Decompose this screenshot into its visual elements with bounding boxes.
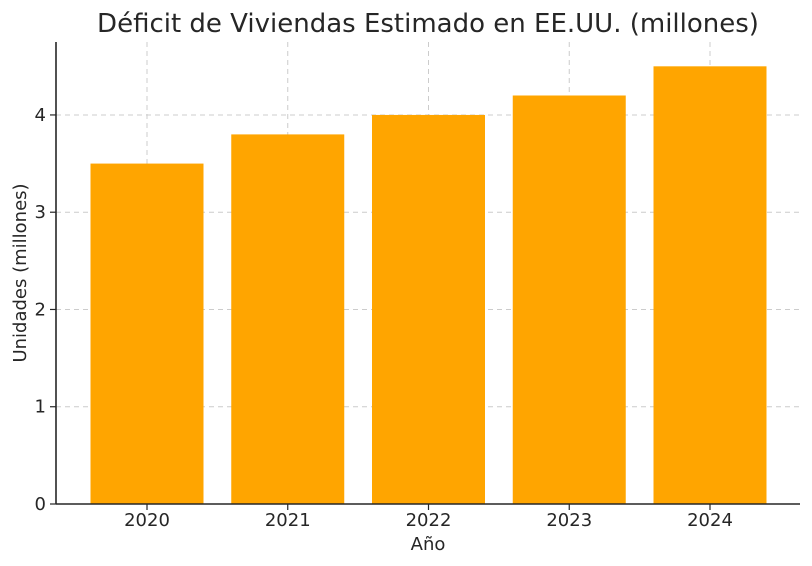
bar-2020	[90, 163, 204, 504]
ticks: 0 1 2 3 4 2020 2021 2022 2023 2024	[35, 105, 733, 531]
y-tick-label: 1	[35, 397, 46, 418]
x-axis-label: Año	[411, 534, 446, 555]
chart-title: Déficit de Viviendas Estimado en EE.UU. …	[97, 9, 759, 39]
x-tick-label: 2023	[546, 510, 592, 531]
y-tick-label: 4	[35, 105, 46, 126]
bars	[90, 66, 767, 505]
x-tick-label: 2022	[406, 510, 452, 531]
x-tick-label: 2021	[265, 510, 311, 531]
y-tick-label: 3	[35, 202, 46, 223]
y-tick-label: 0	[35, 494, 46, 515]
bar-2024	[653, 66, 767, 504]
bar-2022	[372, 114, 485, 505]
x-tick-label: 2020	[124, 510, 170, 531]
bar-2021	[231, 134, 345, 504]
x-tick-label: 2024	[687, 510, 733, 531]
y-axis-label: Unidades (millones)	[10, 183, 31, 362]
y-tick-label: 2	[35, 299, 46, 320]
bar-2023	[512, 95, 626, 504]
